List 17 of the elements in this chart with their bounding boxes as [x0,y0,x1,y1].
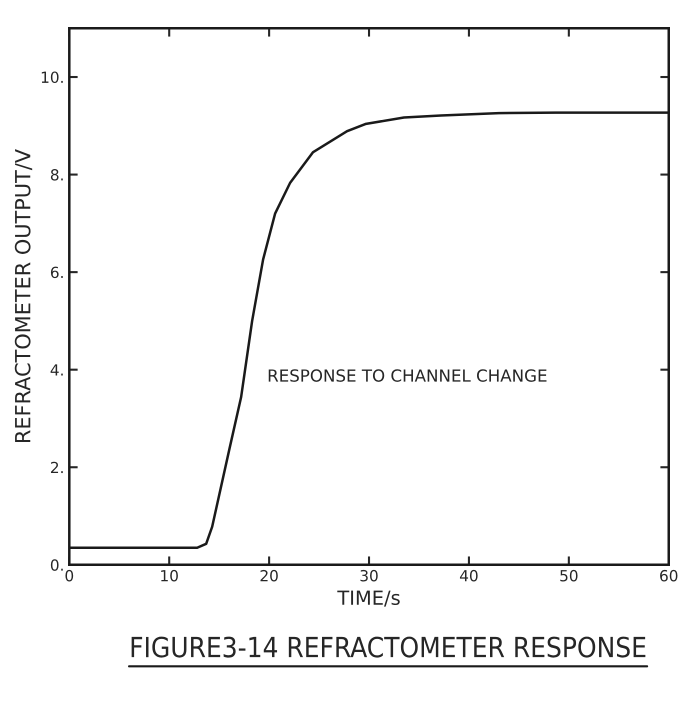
y-tick-label: 8. [50,169,63,181]
x-axis-title: TIME/s [337,590,400,607]
y-tick-label: 0. [50,559,63,571]
x-tick-label: 0 [65,570,74,582]
x-tick-label: 50 [560,570,578,582]
y-tick-label: 6. [50,266,63,278]
x-tick-label: 30 [360,570,378,582]
y-tick-label: 4. [50,364,63,376]
x-tick-label: 10 [161,570,178,582]
x-tick-label: 20 [260,570,278,582]
y-tick-label: 2. [50,462,63,474]
y-tick-label: 10. [42,71,63,84]
x-tick-label: 60 [660,570,678,582]
annotation: RESPONSE TO CHANNEL CHANGE [268,369,546,382]
y-axis-title: REFRACTOMETER OUTPUT/V [14,149,32,442]
x-tick-label: 40 [460,570,478,582]
text: FIGURE3-14 REFRACTOMETER RESPONSE [132,636,646,658]
